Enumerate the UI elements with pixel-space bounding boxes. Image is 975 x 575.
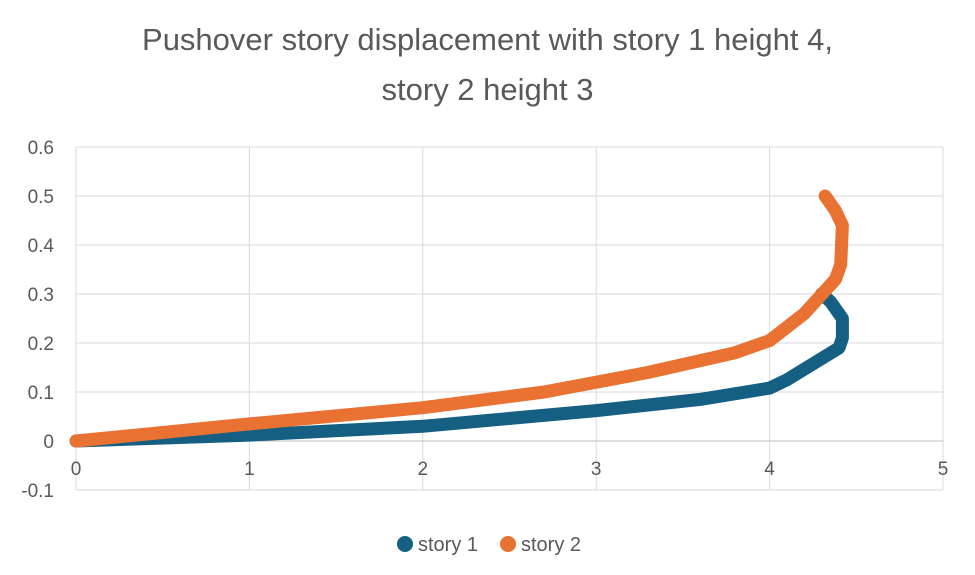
x-tick-label: 2 xyxy=(418,459,429,480)
y-tick-label: 0 xyxy=(43,432,54,453)
y-tick-label: 0.5 xyxy=(28,187,54,208)
x-tick-label: 4 xyxy=(764,459,775,480)
legend-label-1: story 1 xyxy=(418,534,478,556)
y-tick-label: 0.6 xyxy=(28,138,54,159)
legend-marker-2 xyxy=(500,536,516,552)
y-tick-label: 0.1 xyxy=(28,383,54,404)
chart-title-line-2: story 2 height 3 xyxy=(381,72,594,107)
x-tick-label: 0 xyxy=(71,459,82,480)
series-line-1 xyxy=(69,287,849,448)
series-line-2 xyxy=(69,189,849,448)
x-tick-label: 3 xyxy=(591,459,602,480)
chart-title-line-1: Pushover story displacement with story 1… xyxy=(142,22,833,57)
y-tick-label: -0.1 xyxy=(21,481,54,502)
legend-marker-1 xyxy=(397,536,413,552)
x-tick-label: 5 xyxy=(938,459,949,480)
y-tick-label: 0.3 xyxy=(28,285,54,306)
legend-label-2: story 2 xyxy=(521,534,581,556)
y-tick-label: 0.4 xyxy=(28,236,55,257)
y-tick-label: 0.2 xyxy=(28,334,54,355)
x-tick-label: 1 xyxy=(244,459,255,480)
